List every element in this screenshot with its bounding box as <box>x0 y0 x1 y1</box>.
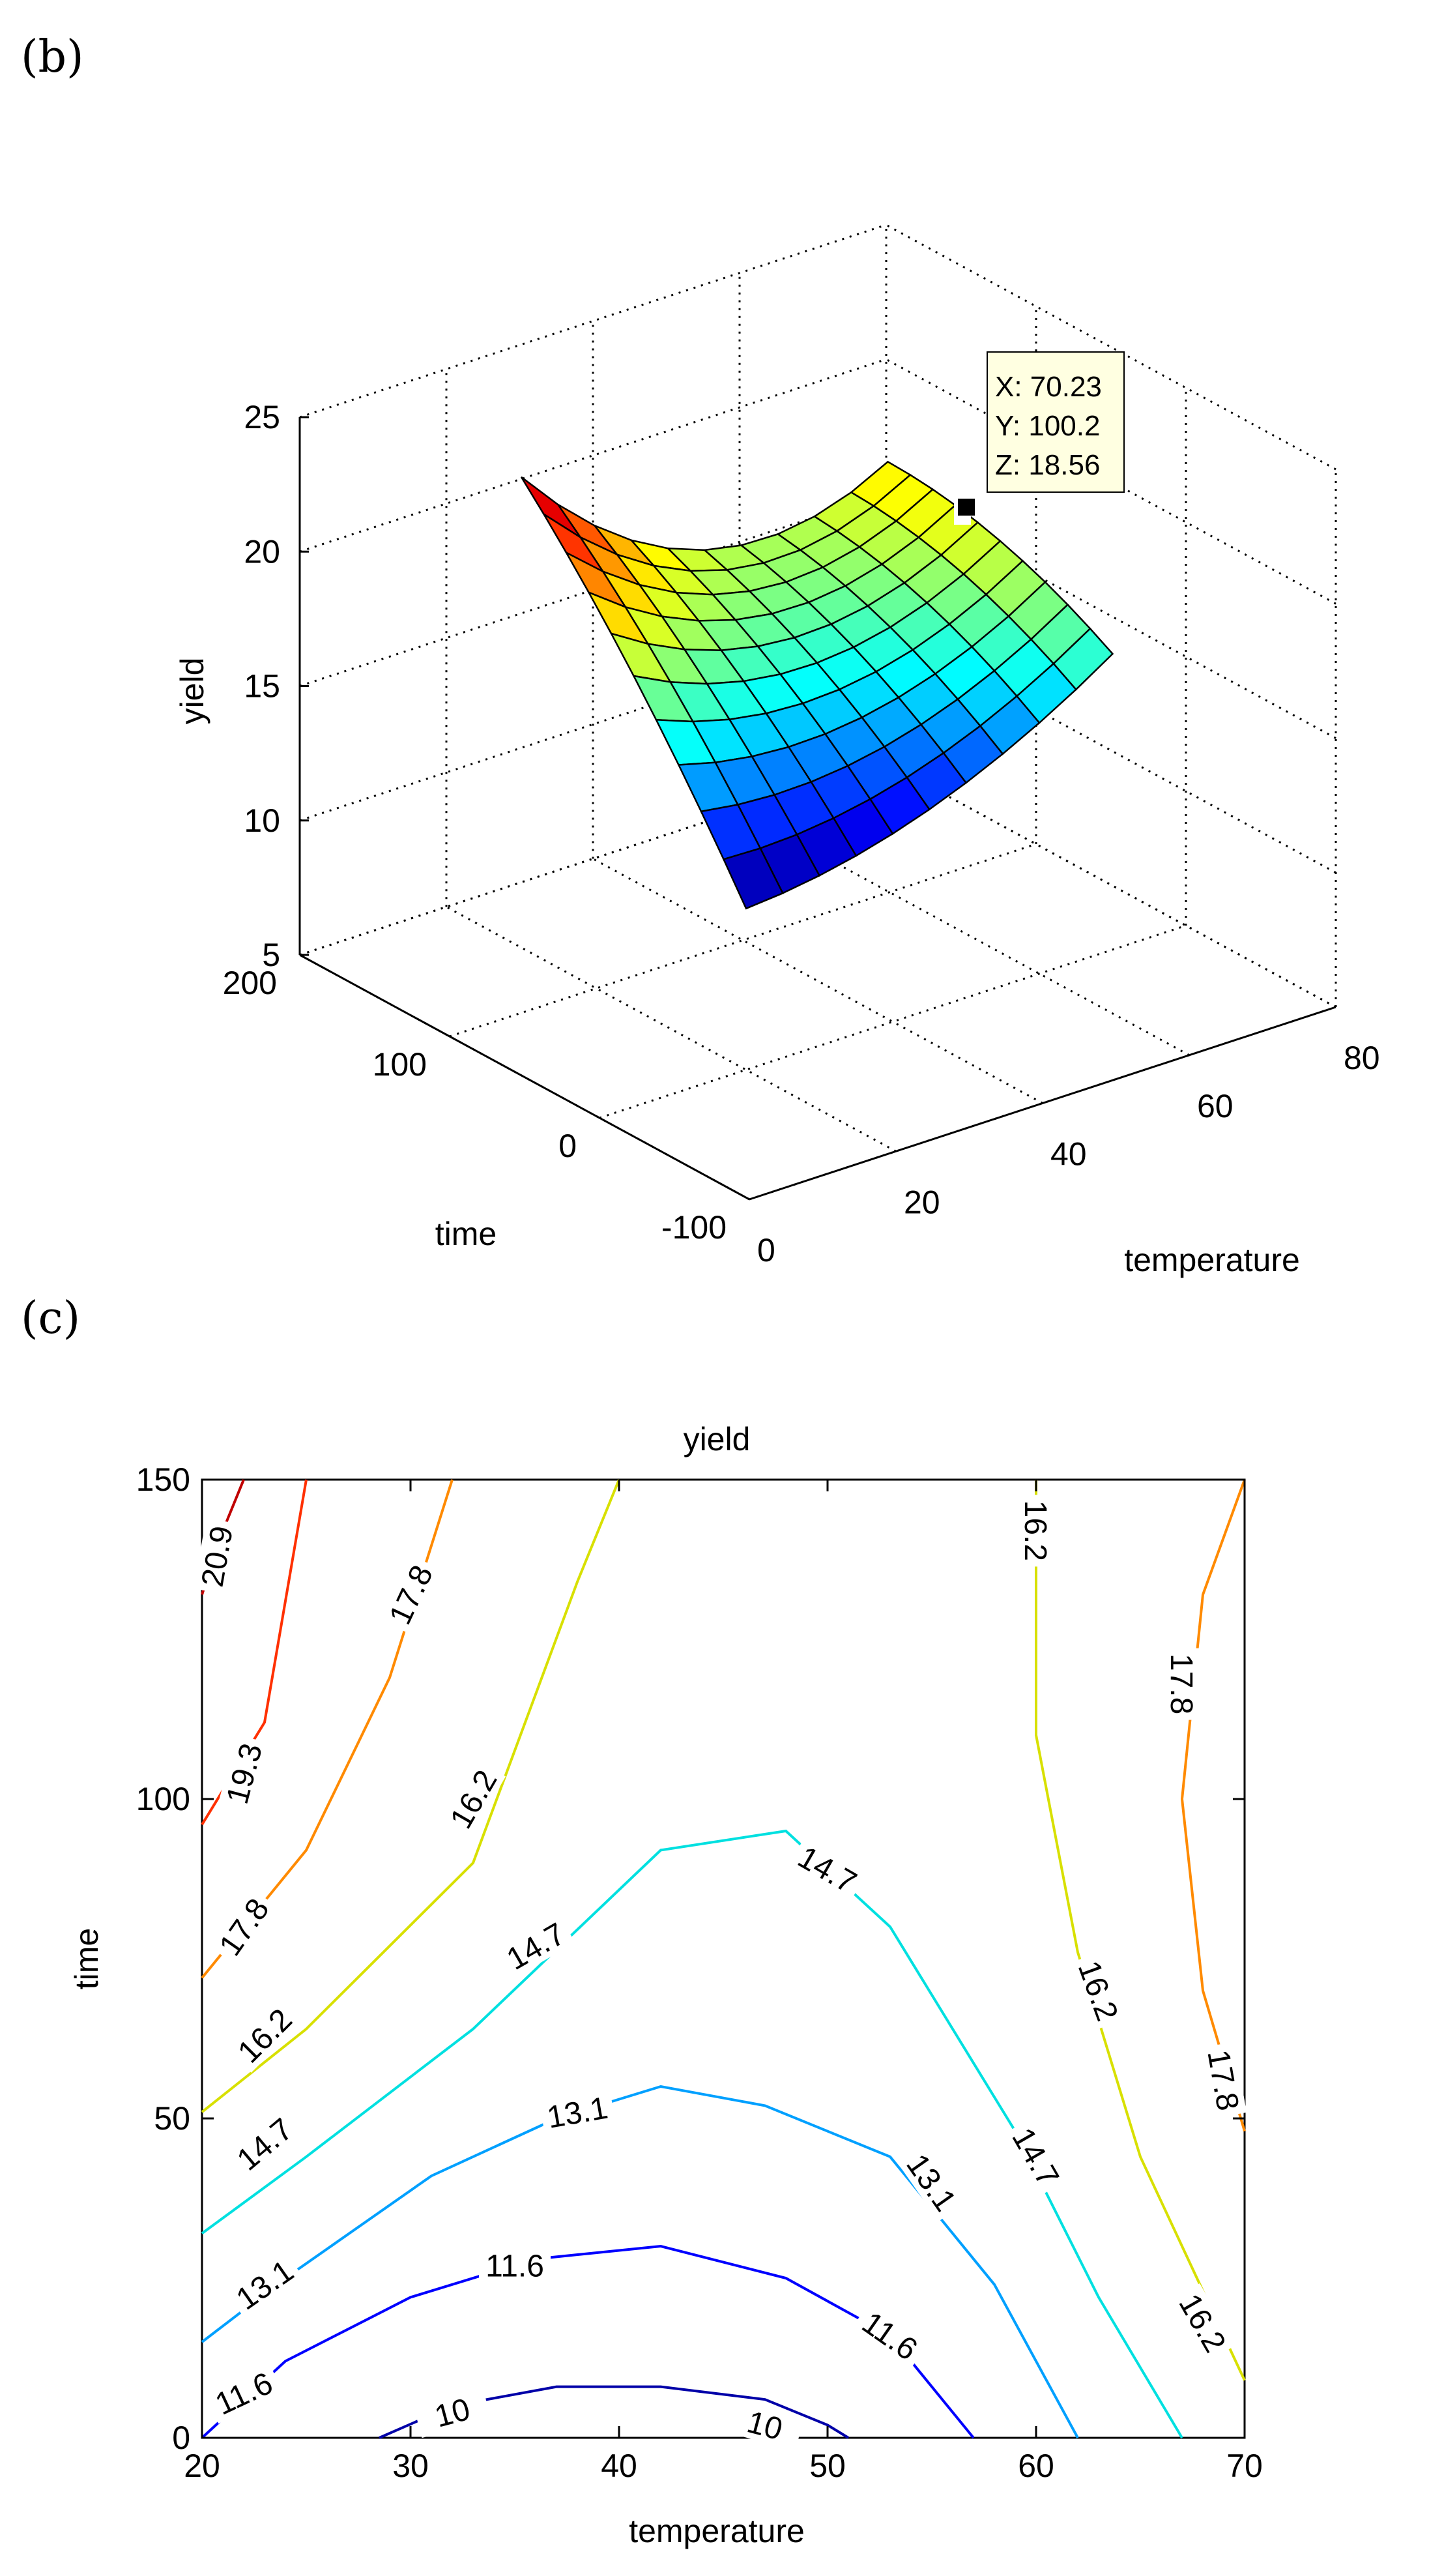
data-tip[interactable]: X: 70.23 Y: 100.2 Z: 18.56 <box>954 351 1125 525</box>
contour-label: 16.2 <box>1018 1500 1052 1561</box>
surface-patch <box>520 476 581 538</box>
grid-line <box>886 761 1336 1008</box>
x-tick-label: 70 <box>1226 2448 1263 2484</box>
x-axis-line <box>749 1006 1336 1201</box>
contour-label-mask <box>1019 1495 1053 1567</box>
grid-line <box>886 761 1336 1008</box>
contour-line-16.2 <box>1035 1480 1246 2381</box>
contour-label-mask <box>1070 1951 1127 2030</box>
contour-label-mask <box>1170 2283 1236 2363</box>
contour-line-16.2 <box>201 1479 620 2113</box>
y-tick-label: 0 <box>558 1128 577 1164</box>
x-tick-label: 80 <box>1344 1040 1380 1076</box>
grid-line <box>599 924 1187 1119</box>
surface-mesh <box>520 460 1114 910</box>
z-tick-label: 25 <box>244 399 280 435</box>
contour-ticks: 20 30 40 50 60 70 0 50 100 150 <box>136 1461 1263 2484</box>
x-tick-label: 40 <box>601 2448 637 2484</box>
contour-label-mask <box>194 1517 240 1595</box>
grid-line <box>299 627 887 822</box>
contour-label-mask <box>479 2248 551 2283</box>
grid-line <box>299 493 887 687</box>
contour-labels: 10 1011.611.611.613.113.113.114.714.714.7… <box>194 1495 1247 2451</box>
contour-line-13.1 <box>201 2085 1079 2438</box>
x-tick-label: 60 <box>1197 1088 1234 1124</box>
contour-plot: yield 10 1011.611.611.613.113.113.114.714… <box>68 1421 1263 2549</box>
panel-label-b: (b) <box>21 31 84 83</box>
data-tip-marker <box>958 499 975 516</box>
contour-label-mask <box>1003 2117 1069 2197</box>
contour-y-axis-label: time <box>68 1928 105 1989</box>
y-tick-label: 100 <box>373 1046 427 1083</box>
contour-label-mask <box>1165 1648 1199 1720</box>
grid-line <box>299 358 887 553</box>
grid-line <box>449 843 1037 1038</box>
x-tick-label: 20 <box>904 1184 940 1220</box>
contour-label: 17.8 <box>1164 1654 1198 1714</box>
data-tip-x: X: 70.23 <box>995 371 1102 403</box>
y-tick-label: -100 <box>661 1209 727 1246</box>
surface-x-axis-label: temperature <box>1124 1242 1300 1278</box>
contour-label-mask <box>726 2399 804 2451</box>
x-tick-label: 40 <box>1050 1136 1087 1173</box>
contour-label-mask <box>1200 2042 1247 2118</box>
contour-label: 11.6 <box>485 2249 544 2283</box>
y-axis-line <box>299 954 750 1201</box>
contour-label-mask <box>227 1998 302 2073</box>
x-tick-label: 30 <box>392 2448 429 2484</box>
surface-patch <box>722 847 785 910</box>
contour-title: yield <box>684 1421 751 1457</box>
contour-line-17.8 <box>1180 1479 1246 2132</box>
surface-3d-tick-labels: 5 10 15 20 25 0 20 40 60 80 -100 0 100 200 <box>223 399 1380 1268</box>
surface-y-axis-label: time <box>435 1216 497 1252</box>
grid-line <box>592 858 1043 1104</box>
panel-label-c: (c) <box>21 1293 80 1344</box>
y-tick-label: 0 <box>172 2420 190 2456</box>
contour-label-mask <box>539 2089 616 2135</box>
y-tick-label: 100 <box>136 1781 190 1817</box>
surface-plot-3d: 5 10 15 20 25 0 20 40 60 80 -100 0 100 200 temperatur… <box>174 224 1380 1278</box>
contour-label-mask <box>851 2301 929 2371</box>
z-tick-label: 10 <box>244 802 280 839</box>
grid-line <box>299 761 887 956</box>
y-tick-label: 150 <box>136 1461 190 1498</box>
surface-3d-axes <box>298 416 1336 1201</box>
y-tick-label: 200 <box>223 965 277 1001</box>
x-tick-label: 50 <box>809 2448 846 2484</box>
z-tick-label: 5 <box>262 937 280 973</box>
x-tick-label: 20 <box>184 2448 220 2484</box>
z-tick-label: 15 <box>244 668 280 705</box>
contour-x-axis-label: temperature <box>629 2513 805 2549</box>
contour-label-mask <box>225 2249 304 2319</box>
contour-label-mask <box>413 2386 491 2438</box>
x-tick-label: 60 <box>1018 2448 1054 2484</box>
contour-label-mask <box>897 2143 966 2221</box>
contour-label-mask <box>218 1734 270 1813</box>
contour-label-mask <box>788 1836 867 1902</box>
y-tick-label: 50 <box>154 2100 190 2137</box>
data-tip-z: Z: 18.56 <box>995 449 1100 481</box>
contour-line-14.7 <box>201 1829 1183 2439</box>
contour-label-mask <box>226 2107 303 2180</box>
grid-line <box>446 905 897 1152</box>
contour-label-mask <box>380 1555 441 1635</box>
grid-line <box>299 224 887 418</box>
z-tick-label: 20 <box>244 533 280 570</box>
contour-label-mask <box>204 2362 283 2424</box>
surface-z-axis-label: yield <box>174 658 210 725</box>
x-tick-label: 0 <box>757 1232 775 1268</box>
contour-label-mask <box>440 1759 506 1839</box>
data-tip-box <box>987 351 1125 493</box>
contour-label-mask <box>209 1888 278 1966</box>
data-tip-y: Y: 100.2 <box>995 410 1100 442</box>
contour-label-mask <box>496 1913 575 1979</box>
